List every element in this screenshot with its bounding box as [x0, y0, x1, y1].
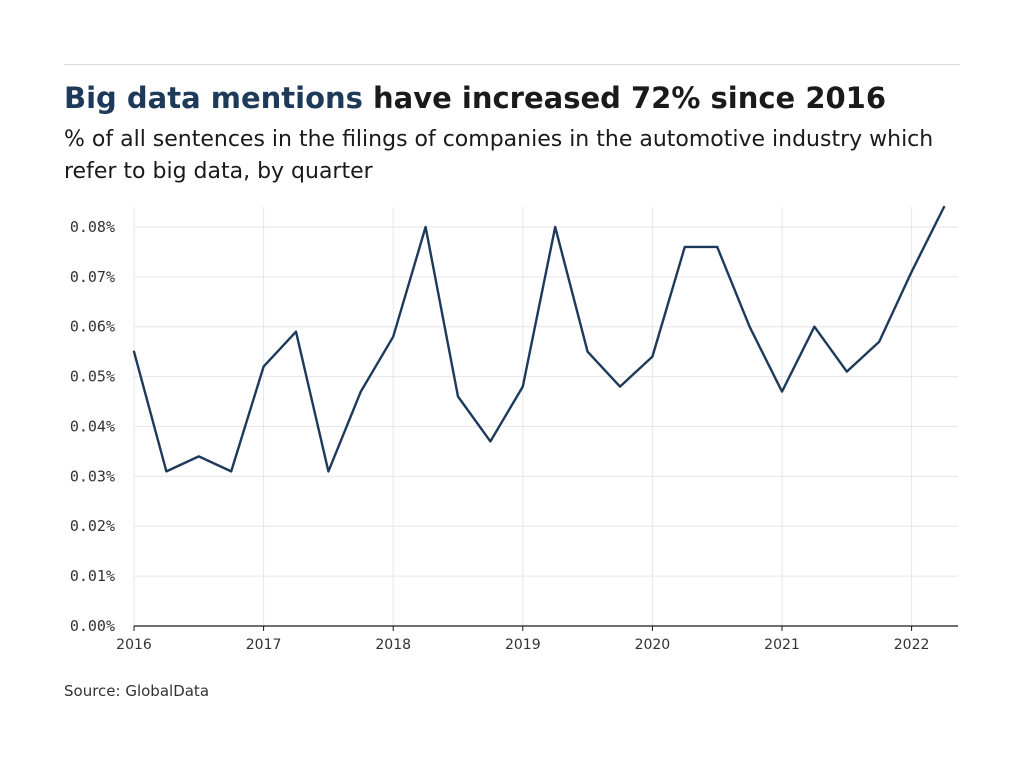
y-tick-label: 0.07% — [70, 268, 115, 286]
x-tick-label: 2018 — [375, 637, 411, 653]
chart-subtitle: % of all sentences in the filings of com… — [64, 127, 934, 184]
series-line — [132, 205, 946, 473]
x-tick-label: 2016 — [116, 637, 152, 653]
y-tick-label: 0.01% — [70, 567, 115, 585]
y-tick-label: 0.06% — [70, 318, 115, 336]
axis-layer — [133, 625, 958, 631]
y-tick-label: 0.03% — [70, 467, 115, 485]
x-tick-label: 2022 — [894, 637, 930, 653]
y-tick-label: 0.08% — [70, 218, 115, 236]
tick-labels: 0.00% 0.01% 0.02% 0.03% 0.04% 0.05% 0.06% 0.07%… — [70, 218, 930, 653]
y-tick-label: 0.02% — [70, 517, 115, 535]
grid-layer — [133, 207, 958, 626]
x-tick-label: 2020 — [635, 637, 671, 653]
series-layer — [132, 205, 946, 473]
y-tick-label: 0.05% — [70, 368, 115, 386]
top-rule — [64, 64, 960, 65]
y-tick-label: 0.00% — [70, 617, 115, 635]
title-rest: have increased 72% since 2016 — [362, 81, 887, 115]
x-tick-label: 2017 — [246, 637, 282, 653]
y-tick-label: 0.04% — [70, 417, 115, 435]
source-note: Source: GlobalData — [64, 682, 210, 700]
x-tick-label: 2021 — [764, 637, 800, 653]
chart-title: Big data mentions have increased 72% sin… — [64, 80, 886, 116]
title-highlight: Big data mentions — [64, 81, 363, 115]
x-tick-label: 2019 — [505, 637, 541, 653]
